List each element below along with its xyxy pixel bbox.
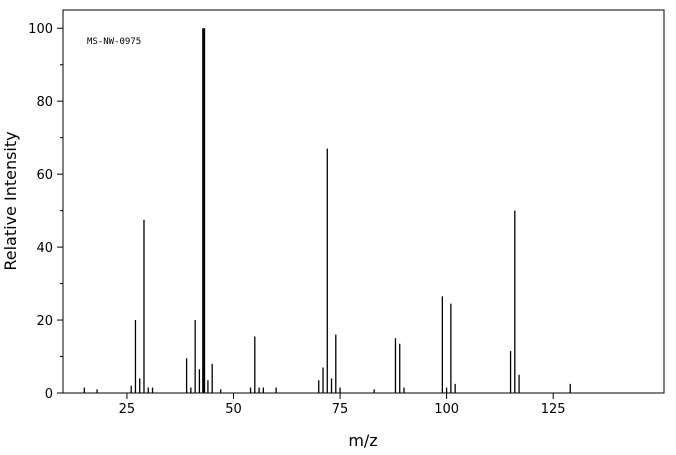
y-tick-label: 100: [28, 22, 53, 37]
y-tick-label: 80: [36, 95, 53, 110]
x-axis-label: m/z: [348, 431, 377, 450]
plot-frame: [62, 9, 665, 394]
x-tick-label: 75: [332, 402, 349, 417]
y-tick-label: 40: [36, 241, 53, 256]
x-tick-label: 25: [119, 402, 136, 417]
x-tick-label: 50: [225, 402, 242, 417]
y-tick-label: 60: [36, 168, 53, 183]
annotation: MS-NW-0975: [87, 37, 141, 47]
y-tick-label: 0: [45, 387, 53, 402]
x-tick-label: 125: [541, 402, 566, 417]
x-tick-label: 100: [434, 402, 459, 417]
y-axis-label: Relative Intensity: [1, 131, 20, 270]
y-tick-label: 20: [36, 314, 53, 329]
